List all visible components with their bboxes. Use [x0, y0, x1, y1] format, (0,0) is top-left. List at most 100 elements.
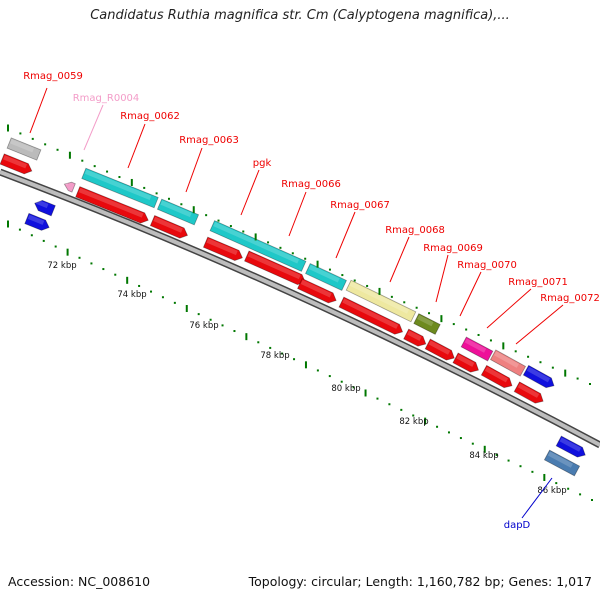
- gene-red-2-highlight: [78, 187, 144, 218]
- gene-red-12-highlight: [517, 383, 540, 398]
- gene-magenta-rmag0070[interactable]: [460, 336, 494, 362]
- scale-label: 72 kbp: [47, 261, 76, 271]
- gene-label-leader: [459, 271, 482, 317]
- gene-cyan-rmag0066-highlight: [308, 264, 340, 283]
- gene-magenta-rmag0070-shape: [460, 336, 494, 362]
- gene-red-1-shape: [0, 153, 33, 175]
- gene-red-7-highlight: [342, 298, 399, 329]
- gene-cyan-pgk-highlight: [213, 221, 300, 264]
- gene-label-leader: [515, 304, 564, 345]
- gene-khaki-rmag0067[interactable]: [345, 279, 417, 323]
- gene-blue-left-2-highlight: [27, 214, 45, 225]
- gene-blue-left-1-shape: [34, 199, 56, 217]
- gene-gray-rmag0059-highlight: [10, 139, 35, 153]
- gene-steelblue-dapd[interactable]: [543, 449, 581, 477]
- gene-label-leader: [185, 147, 203, 193]
- gene-trna-rmag-r0004-shape: [63, 181, 76, 193]
- gene-blue-left-1[interactable]: [33, 198, 56, 217]
- gene-cyan-rmag0063[interactable]: [156, 198, 200, 226]
- gene-cyan-pgk[interactable]: [209, 220, 307, 272]
- gene-label[interactable]: Rmag_0067: [330, 200, 390, 211]
- gene-label[interactable]: Rmag_0062: [120, 111, 180, 122]
- gene-red-8-highlight: [407, 330, 422, 341]
- scale-label: 86 kbp: [537, 486, 566, 496]
- scale-label: 80 kbp: [331, 384, 360, 394]
- gene-khaki-rmag0067-highlight: [349, 281, 410, 314]
- backbone-fill: [0, 170, 600, 447]
- gene-salmon-rmag0071-highlight: [494, 351, 519, 368]
- gene-label-leader: [389, 236, 410, 283]
- gene-salmon-rmag0071[interactable]: [489, 349, 527, 377]
- gene-olive-rmag0068[interactable]: [413, 313, 441, 335]
- gene-label[interactable]: Rmag_0066: [281, 179, 341, 190]
- gene-blue-left-1-highlight: [35, 199, 49, 209]
- gene-cyan-pgk-shape: [209, 220, 307, 272]
- gene-blue-right-1-shape: [555, 435, 586, 458]
- gene-steelblue-dapd-shape: [543, 449, 581, 477]
- gene-red-9[interactable]: [424, 338, 457, 363]
- gene-red-11-highlight: [484, 366, 509, 383]
- gene-red-2[interactable]: [75, 186, 151, 226]
- gene-red-1[interactable]: [0, 153, 34, 176]
- gene-red-10-highlight: [456, 354, 475, 367]
- gene-red-10[interactable]: [452, 352, 481, 375]
- gene-olive-rmag0068-shape: [413, 313, 441, 335]
- gene-blue-rmag0072-highlight: [526, 366, 551, 383]
- gene-gray-rmag0059[interactable]: [6, 137, 42, 161]
- gene-cyan-rmag0066[interactable]: [305, 263, 347, 291]
- gene-label[interactable]: pgk: [253, 158, 272, 169]
- gene-red-8[interactable]: [403, 328, 429, 349]
- gene-label[interactable]: Rmag_0070: [457, 260, 517, 271]
- gene-label[interactable]: Rmag_0071: [508, 277, 568, 288]
- gene-label-leader: [288, 191, 307, 237]
- gene-red-6-shape: [297, 278, 337, 304]
- gene-khaki-rmag0067-shape: [345, 279, 417, 323]
- gene-red-9-highlight: [428, 340, 451, 355]
- gene-label-leader: [335, 211, 356, 259]
- gene-red-12[interactable]: [513, 381, 546, 406]
- scale-label: 74 kbp: [117, 290, 146, 300]
- gene-label[interactable]: Rmag_0072: [540, 293, 600, 304]
- gene-red-3[interactable]: [149, 214, 189, 241]
- gene-blue-rmag0072[interactable]: [522, 364, 556, 390]
- gene-cyan-rmag0062[interactable]: [81, 167, 159, 209]
- gene-label[interactable]: Rmag_0059: [23, 71, 83, 82]
- accession-label: Accession: NC_008610: [8, 574, 151, 589]
- scale-label: 76 kbp: [189, 321, 218, 331]
- gene-cyan-rmag0063-shape: [156, 198, 200, 226]
- gene-red-3-highlight: [153, 216, 183, 233]
- gene-trna-rmag-r0004[interactable]: [63, 180, 76, 193]
- gene-red-11[interactable]: [480, 364, 514, 390]
- gene-steelblue-dapd-highlight: [547, 451, 573, 468]
- topology-label: Topology: circular; Length: 1,160,782 bp…: [248, 574, 592, 589]
- gene-red-6[interactable]: [297, 278, 339, 306]
- gene-red-7[interactable]: [338, 296, 405, 337]
- gene-red-7-shape: [338, 296, 404, 335]
- gene-red-5-highlight: [247, 252, 301, 280]
- gene-blue-rmag0072-shape: [522, 364, 555, 389]
- gene-label-leader: [29, 87, 48, 134]
- gene-gray-rmag0059-shape: [6, 137, 42, 161]
- gene-label[interactable]: Rmag_0068: [385, 225, 445, 236]
- gene-red-1-highlight: [3, 155, 28, 169]
- gene-label-leader: [486, 288, 532, 329]
- gene-red-12-shape: [513, 381, 544, 404]
- gene-trna-rmag-r0004-highlight: [65, 181, 69, 186]
- scale-label: 84 kbp: [469, 451, 498, 461]
- gene-blue-left-2[interactable]: [24, 212, 51, 232]
- gene-label-leader: [83, 104, 104, 151]
- gene-label[interactable]: Rmag_0063: [179, 135, 239, 146]
- gene-cyan-rmag0062-shape: [81, 167, 159, 209]
- gene-label-leader: [127, 123, 146, 169]
- gene-blue-left-2-shape: [24, 212, 50, 231]
- gene-label[interactable]: Rmag_R0004: [73, 93, 140, 104]
- gene-label[interactable]: Rmag_0069: [423, 243, 483, 254]
- gene-red-8-shape: [403, 328, 427, 347]
- gene-label[interactable]: dapD: [504, 520, 531, 531]
- gene-blue-right-1[interactable]: [555, 435, 588, 460]
- gene-red-9-shape: [424, 338, 455, 361]
- gene-red-4[interactable]: [202, 236, 244, 263]
- gene-red-4-highlight: [206, 238, 238, 256]
- gene-label-leader: [521, 477, 553, 519]
